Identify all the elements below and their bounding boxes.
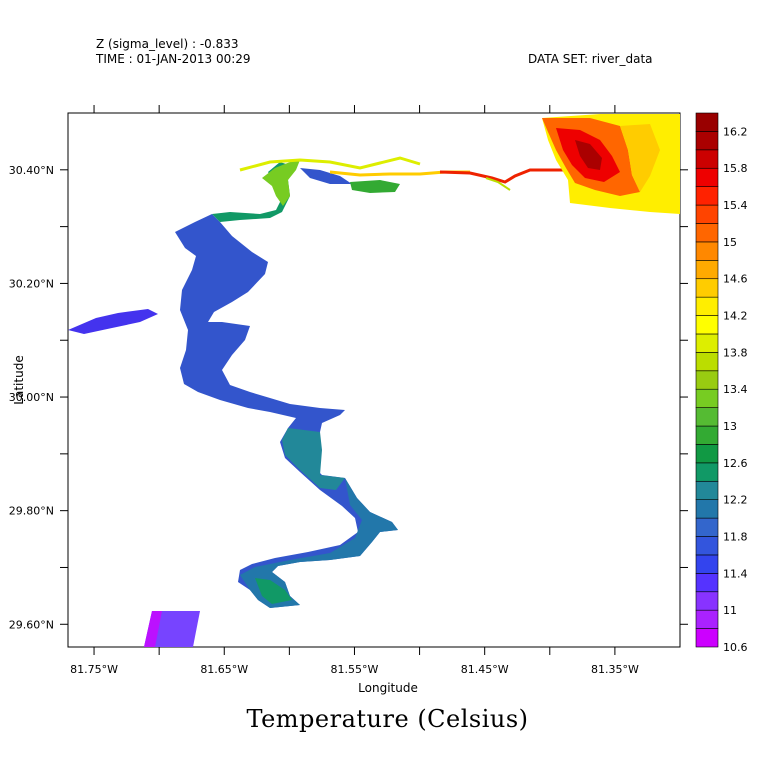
time-header: TIME : 01-JAN-2013 00:29 <box>96 52 251 66</box>
colorbar-swatch <box>695 591 719 611</box>
x-tick-label: 81.55°W <box>331 663 379 676</box>
colorbar-swatch <box>695 462 719 482</box>
x-tick-label: 81.45°W <box>461 663 509 676</box>
colorbar-swatch <box>695 241 719 261</box>
lower-reach <box>240 478 398 608</box>
channel-east <box>439 168 570 184</box>
y-tick-label: 30.20°N <box>9 277 54 290</box>
x-tick-label: 81.35°W <box>591 663 639 676</box>
x-tick-label: 81.65°W <box>200 663 248 676</box>
main-river <box>175 214 398 608</box>
y-axis-label: Latitude <box>12 355 26 404</box>
ocean-core <box>575 140 602 170</box>
z-level-header: Z (sigma_level) : -0.833 <box>96 37 239 51</box>
colorbar-swatch <box>695 149 719 169</box>
colorbar: 10.6 11 11.4 11.8 12.2 12.6 13 13.4 13.8 14.2 14.6… <box>695 112 748 654</box>
y-tick-label: 30.00°N <box>9 391 54 404</box>
colorbar-label: 12.6 <box>723 457 748 470</box>
y-tick-label: 30.40°N <box>9 164 54 177</box>
colorbar-swatch <box>695 260 719 280</box>
colorbar-swatch <box>695 186 719 206</box>
colorbar-swatch <box>695 296 719 316</box>
colorbar-swatch <box>695 499 719 519</box>
sw-patch-edge <box>144 611 162 647</box>
north-lobe-blue <box>300 168 352 184</box>
channel-spur <box>485 177 511 191</box>
channel-west <box>239 156 421 172</box>
colorbar-label: 11.4 <box>723 567 748 580</box>
colorbar-label: 11 <box>723 604 737 617</box>
chart-title: Temperature (Celsius) <box>246 705 529 733</box>
colorbar-swatch <box>695 628 719 648</box>
y-tick-label: 29.60°N <box>9 618 54 631</box>
colorbar-label: 15.8 <box>723 162 748 175</box>
colorbar-swatch <box>695 609 719 629</box>
colorbar-label: 15.4 <box>723 199 748 212</box>
colorbar-swatch <box>695 536 719 556</box>
colorbar-swatch <box>695 315 719 335</box>
colorbar-swatch <box>695 517 719 537</box>
colorbar-label: 10.6 <box>723 641 748 654</box>
colorbar-label: 15 <box>723 236 737 249</box>
colorbar-swatch <box>695 573 719 593</box>
side-tributary <box>68 309 158 334</box>
colorbar-label: 11.8 <box>723 531 748 544</box>
colorbar-swatch <box>695 444 719 464</box>
colorbar-swatch <box>695 425 719 445</box>
y-tick-label: 29.80°N <box>9 505 54 518</box>
colorbar-swatch <box>695 112 719 132</box>
x-axis-ticks: 81.75°W 81.65°W 81.55°W 81.45°W 81.35°W <box>70 105 639 676</box>
colorbar-swatch <box>695 407 719 427</box>
colorbar-swatch <box>695 223 719 243</box>
colorbar-label: 14.6 <box>723 273 748 286</box>
colorbar-swatch <box>695 352 719 372</box>
colorbar-swatch <box>695 388 719 408</box>
ocean-amber <box>620 124 660 192</box>
plot-frame <box>67 112 681 648</box>
colorbar-label: 12.2 <box>723 494 748 507</box>
x-axis-label: Longitude <box>358 681 418 695</box>
colorbar-label: 13 <box>723 420 737 433</box>
middle-reach <box>282 428 345 490</box>
colorbar-swatch <box>695 554 719 574</box>
dataset-header: DATA SET: river_data <box>528 52 653 66</box>
colorbar-swatch <box>695 480 719 500</box>
colorbar-label: 13.4 <box>723 383 748 396</box>
colorbar-swatch <box>695 167 719 187</box>
lower-reach-tip <box>255 578 292 604</box>
temperature-field <box>68 114 680 647</box>
y-axis-ticks: 29.60°N 29.80°N 30.00°N 30.20°N 30.40°N <box>9 164 688 631</box>
colorbar-swatch <box>695 370 719 390</box>
north-lobe-green <box>350 180 400 193</box>
x-tick-label: 81.75°W <box>70 663 118 676</box>
north-bend <box>262 160 300 206</box>
colorbar-swatch <box>695 204 719 224</box>
colorbar-label: 16.2 <box>723 125 748 138</box>
colorbar-label: 14.2 <box>723 310 748 323</box>
colorbar-swatch <box>695 131 719 151</box>
colorbar-label: 13.8 <box>723 346 748 359</box>
colorbar-swatch <box>695 278 719 298</box>
colorbar-swatch <box>695 333 719 353</box>
